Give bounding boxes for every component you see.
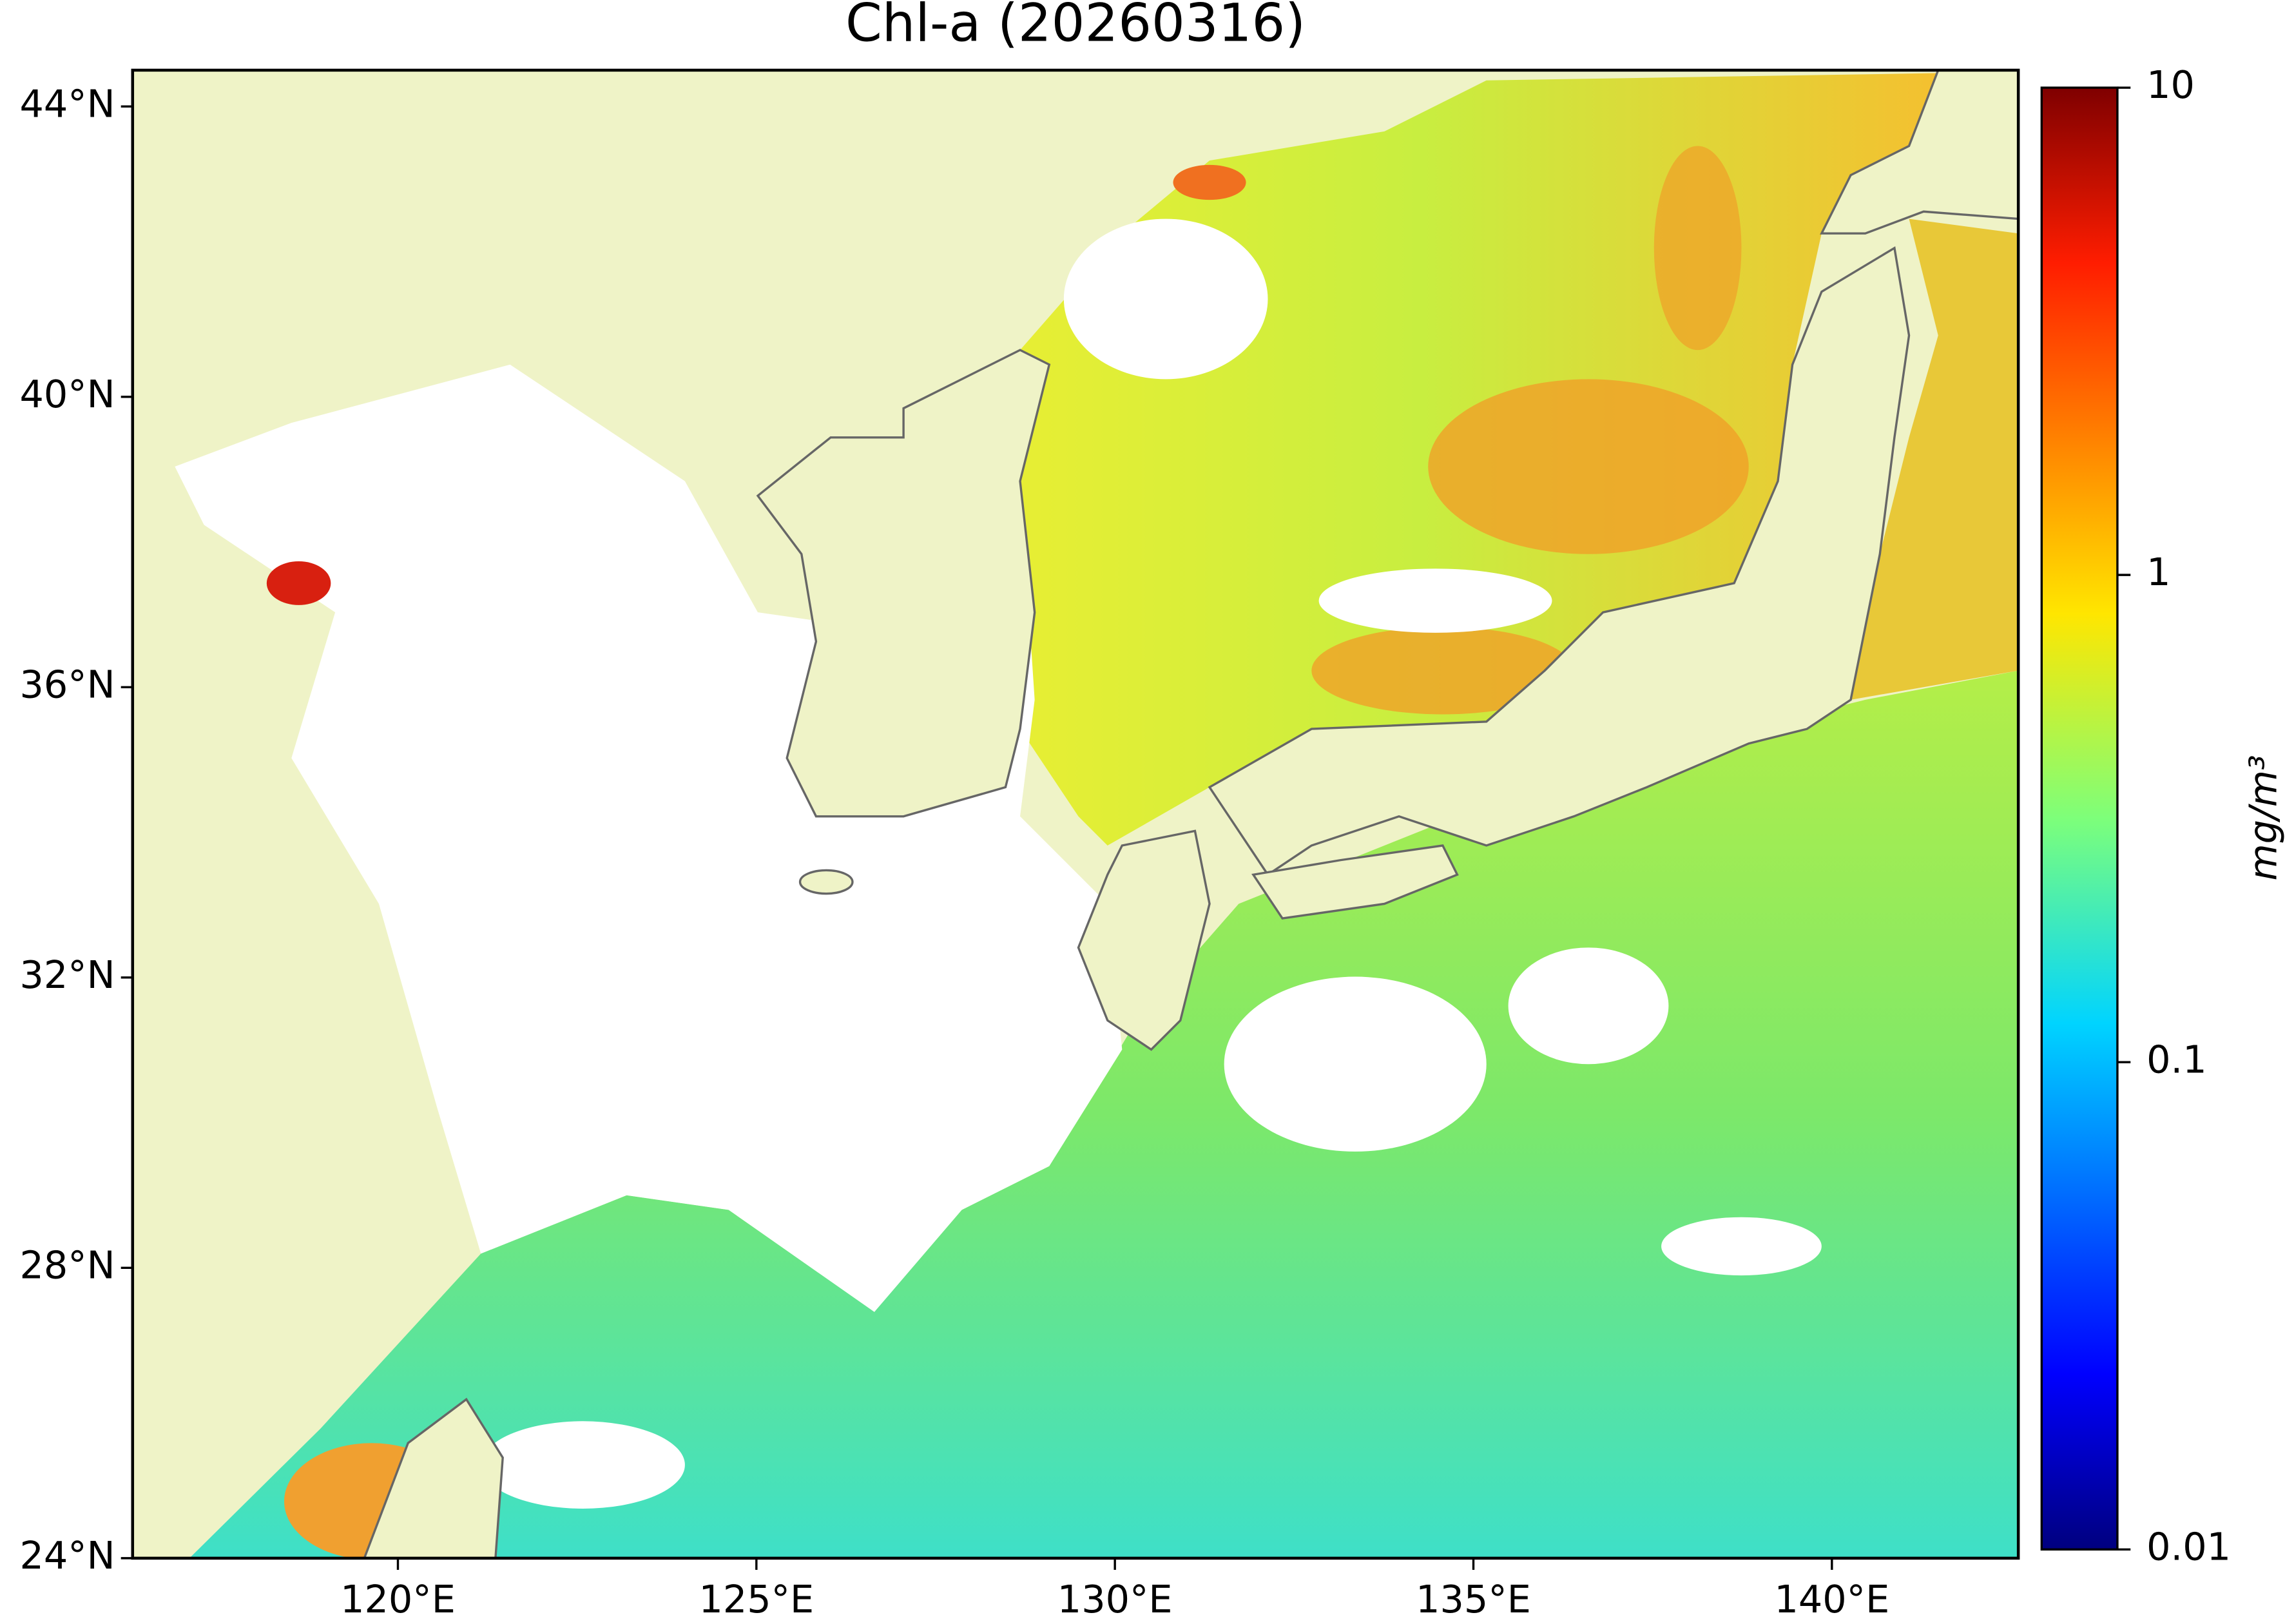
shikoku <box>1251 844 1459 920</box>
honshu <box>1208 246 1911 876</box>
y-tick-label: 32°N <box>19 952 115 997</box>
jeju <box>798 869 854 895</box>
colorbar-tick-label: 0.01 <box>2146 1524 2231 1569</box>
clouds <box>1508 947 1669 1065</box>
y-tick-label: 28°N <box>19 1242 115 1287</box>
clouds <box>481 1421 685 1509</box>
colorbar-label: mg/m³ <box>2241 755 2285 880</box>
x-tick-label: 130°E <box>1057 1577 1173 1621</box>
taiwan <box>363 1397 504 1558</box>
bloom <box>1173 164 1246 200</box>
chart-title: Chl-a (20260316) <box>845 0 1306 54</box>
clouds <box>1063 218 1268 380</box>
y-tick-label: 36°N <box>19 662 115 706</box>
east-of-japan <box>1851 218 2019 700</box>
bloom <box>266 561 331 605</box>
clouds <box>1224 976 1487 1152</box>
y-tick-label: 24°N <box>19 1533 115 1578</box>
colorbar-tick-label: 10 <box>2146 63 2195 107</box>
y-tick-label: 40°N <box>19 372 115 416</box>
bloom <box>1653 146 1742 351</box>
x-tick-label: 120°E <box>340 1577 456 1621</box>
colorbar <box>2040 86 2119 1551</box>
colorbar-tick-label: 1 <box>2146 550 2170 594</box>
map-image <box>132 70 2019 1558</box>
bloom <box>1311 626 1574 715</box>
map-frame <box>131 68 2020 1560</box>
hokkaido <box>1820 70 2019 235</box>
pacific <box>132 670 2019 1558</box>
x-tick-label: 140°E <box>1774 1577 1889 1621</box>
clouds <box>1318 568 1552 633</box>
x-tick-label: 135°E <box>1416 1577 1531 1621</box>
y-tick-label: 44°N <box>19 81 115 126</box>
x-tick-label: 125°E <box>699 1577 814 1621</box>
colorbar-tick-label: 0.1 <box>2146 1037 2206 1081</box>
clouds <box>1661 1217 1822 1276</box>
bloom <box>1428 379 1749 554</box>
kyushu <box>1077 829 1211 1051</box>
korea <box>756 349 1051 818</box>
